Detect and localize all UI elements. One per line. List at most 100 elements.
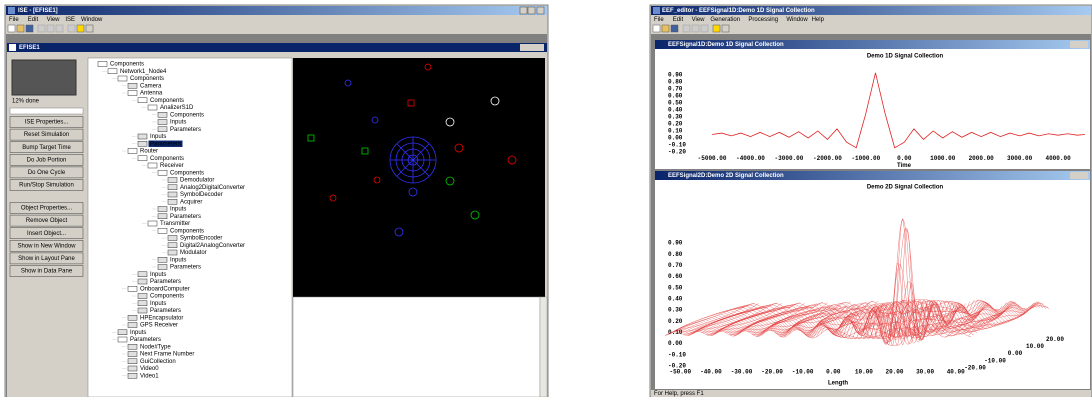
- window-controls[interactable]: [520, 7, 544, 14]
- tree-label[interactable]: Inputs: [170, 207, 186, 213]
- tool-help[interactable]: [86, 25, 93, 32]
- tool-copy[interactable]: [47, 25, 54, 32]
- tree-label[interactable]: Node#Type: [140, 344, 171, 350]
- tree-label[interactable]: Parameters: [150, 141, 181, 147]
- tool-open[interactable]: [662, 25, 669, 32]
- tool-save[interactable]: [26, 25, 33, 32]
- document-controls[interactable]: [520, 44, 544, 51]
- menu-item[interactable]: File: [654, 17, 664, 23]
- button-label[interactable]: Do Job Portion: [27, 157, 67, 163]
- tool-open[interactable]: [17, 25, 24, 32]
- button-label[interactable]: Remove Object: [26, 218, 68, 224]
- tree-label[interactable]: Digital2AnalogConverter: [180, 243, 245, 249]
- button-label[interactable]: Bump Target Time: [22, 145, 71, 151]
- menu-item[interactable]: View: [47, 17, 61, 23]
- tree-label[interactable]: Receiver: [160, 163, 184, 169]
- button-label[interactable]: Run/Stop Simulation: [19, 183, 74, 189]
- button-label[interactable]: ISE Properties...: [25, 120, 69, 126]
- tree-label[interactable]: Antenna: [140, 91, 163, 97]
- button-label[interactable]: Show in Data Pane: [21, 269, 73, 275]
- menu-item[interactable]: Edit: [673, 17, 684, 23]
- menu-item[interactable]: File: [9, 17, 19, 23]
- tree-label[interactable]: Parameters: [130, 337, 161, 343]
- tree-label[interactable]: Components: [170, 228, 204, 234]
- tool-about[interactable]: [77, 25, 84, 32]
- menu-item[interactable]: Help: [812, 17, 825, 23]
- tree-label[interactable]: Parameters: [150, 308, 181, 314]
- tree-label[interactable]: Video0: [140, 366, 159, 372]
- tool-cut[interactable]: [683, 25, 690, 32]
- tree-label[interactable]: Inputs: [170, 120, 186, 126]
- scrollbar[interactable]: [540, 297, 547, 397]
- tree-label[interactable]: GuiCollection: [140, 359, 176, 365]
- item-icon: [128, 83, 137, 88]
- tree-label[interactable]: Router: [140, 149, 158, 155]
- button-label[interactable]: Object Properties...: [21, 206, 73, 212]
- menu-item[interactable]: Processing: [748, 17, 778, 23]
- x-axis-label: Length: [828, 381, 848, 387]
- layout-pane: [293, 58, 545, 297]
- button-label[interactable]: Do One Cycle: [28, 170, 66, 176]
- menu-item[interactable]: Edit: [28, 17, 39, 23]
- tree-label[interactable]: Inputs: [170, 257, 186, 263]
- tree-label[interactable]: Parameters: [170, 127, 201, 133]
- tree-label[interactable]: Inputs: [150, 134, 166, 140]
- tree-label[interactable]: Modulator: [180, 250, 207, 256]
- tree-label[interactable]: SymbolEncoder: [180, 236, 222, 242]
- tree-label[interactable]: GPS Receiver: [140, 323, 178, 329]
- tree-label[interactable]: Inputs: [150, 272, 166, 278]
- tree-label[interactable]: Video1: [140, 373, 159, 379]
- plot-window-controls[interactable]: [1070, 172, 1088, 179]
- tree-label[interactable]: Components: [170, 112, 204, 118]
- tree-label[interactable]: Inputs: [130, 330, 146, 336]
- tree-label[interactable]: Parameters: [150, 279, 181, 285]
- tree-label[interactable]: Components: [130, 76, 164, 82]
- minimize-button[interactable]: [520, 7, 527, 14]
- tree-label[interactable]: AnalizerS1D: [160, 105, 194, 111]
- tree-label[interactable]: Parameters: [170, 214, 201, 220]
- tool-paste[interactable]: [56, 25, 63, 32]
- tree-label[interactable]: Acquirer: [180, 199, 202, 205]
- y-tick-label: 0.60: [668, 273, 683, 280]
- tree-label[interactable]: Transmitter: [160, 221, 190, 227]
- tree-label[interactable]: Components: [110, 62, 144, 68]
- tool-paste[interactable]: [701, 25, 708, 32]
- tool-cut[interactable]: [38, 25, 45, 32]
- button-label[interactable]: Show in New Window: [17, 243, 76, 249]
- tree-label[interactable]: Next Frame Number: [140, 352, 194, 358]
- tool-new[interactable]: [653, 25, 660, 32]
- tool-save[interactable]: [671, 25, 678, 32]
- tree-label[interactable]: Parameters: [170, 265, 201, 271]
- tool-about[interactable]: [713, 25, 720, 32]
- folder-icon: [118, 337, 127, 342]
- button-label[interactable]: Insert Object...: [27, 231, 66, 237]
- tool-new[interactable]: [8, 25, 15, 32]
- tree-label[interactable]: Analog2DigitalConverter: [180, 185, 245, 191]
- tree-label[interactable]: Components: [150, 294, 184, 300]
- tree-label[interactable]: HPEncapsulator: [140, 315, 183, 321]
- tree-label[interactable]: Components: [170, 170, 204, 176]
- button-label[interactable]: Reset Simulation: [24, 132, 69, 138]
- tree-label[interactable]: Camera: [140, 83, 162, 89]
- menu-item[interactable]: Window: [81, 17, 103, 23]
- menu-item[interactable]: Generation: [710, 17, 740, 23]
- tool-print[interactable]: [68, 25, 75, 32]
- tree-label[interactable]: Components: [150, 98, 184, 104]
- tool-copy[interactable]: [692, 25, 699, 32]
- tree-label[interactable]: OnboardComputer: [140, 286, 190, 292]
- x-axis-label: Time: [897, 163, 912, 169]
- button-label[interactable]: Show in Layout Pane: [18, 256, 75, 262]
- menu-item[interactable]: View: [692, 17, 706, 23]
- plot-window-controls[interactable]: [1070, 41, 1088, 48]
- tool-help[interactable]: [722, 25, 729, 32]
- tree-label[interactable]: Inputs: [150, 301, 166, 307]
- tree-label[interactable]: SymbolDecoder: [180, 192, 223, 198]
- menu-item[interactable]: ISE: [65, 17, 75, 23]
- tree-label[interactable]: Network1_Node4: [120, 69, 167, 75]
- tree-label[interactable]: Demodulator: [180, 178, 214, 184]
- tree-label[interactable]: Components: [150, 156, 184, 162]
- menu-item[interactable]: Window: [786, 17, 808, 23]
- maximize-button[interactable]: [528, 7, 535, 14]
- close-button[interactable]: [537, 7, 544, 14]
- item-icon: [168, 178, 177, 183]
